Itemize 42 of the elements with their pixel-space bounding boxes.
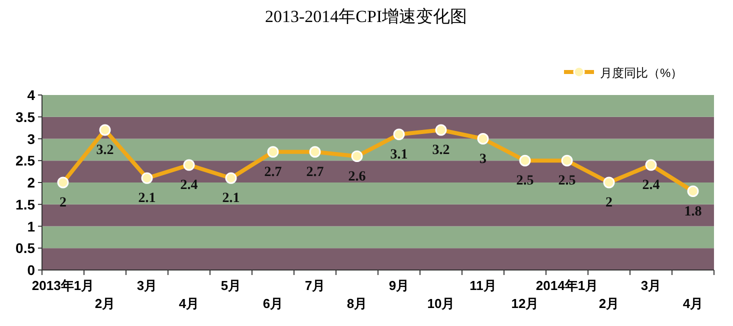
data-label: 2.1 [138, 191, 156, 206]
data-label: 2.6 [348, 169, 366, 184]
x-tick-label: 12月 [511, 296, 539, 311]
x-tick-label: 2014年1月 [536, 278, 598, 293]
x-tick-label: 4月 [682, 296, 704, 311]
y-tick-label: 2.5 [16, 152, 36, 169]
x-tick-label: 2013年1月 [32, 278, 94, 293]
data-label: 3 [480, 152, 486, 167]
data-label: 2.4 [642, 178, 660, 193]
x-tick-label: 3月 [136, 278, 158, 293]
x-tick-label: 5月 [220, 278, 242, 293]
chart-title: 2013-2014年CPI增速变化图 [264, 7, 468, 26]
y-tick-label: 1 [27, 218, 36, 234]
y-tick-label: 0.5 [16, 240, 36, 256]
data-label: 3.2 [96, 143, 114, 158]
data-label: 2 [60, 196, 66, 210]
data-label: 2.7 [264, 164, 282, 180]
y-tick-label: 1.5 [16, 196, 36, 212]
x-tick-label: 11月 [470, 278, 496, 293]
x-tick-label: 10月 [427, 296, 455, 311]
x-tick-label: 7月 [304, 278, 326, 293]
data-label: 2.1 [222, 191, 240, 206]
data-label: 3.2 [432, 143, 450, 158]
y-tick-label: 0 [27, 262, 36, 278]
x-tick-label: 8月 [346, 296, 368, 311]
x-tick-label: 2月 [598, 296, 620, 311]
x-tick-label: 4月 [178, 296, 200, 311]
y-tick-label: 2 [27, 174, 36, 190]
y-tick-label: 3 [27, 130, 36, 147]
x-tick-label: 3月 [640, 278, 662, 293]
y-tick-label: 4 [27, 87, 36, 103]
legend-label: 月度同比（%） [600, 66, 683, 80]
data-label: 2.4 [180, 178, 198, 193]
x-tick-label: 9月 [388, 278, 410, 293]
data-label: 2 [606, 196, 612, 210]
data-label: 1.8 [684, 204, 702, 220]
data-label: 3.1 [390, 147, 408, 162]
y-tick-label: 3.5 [16, 108, 36, 125]
data-label: 2.7 [306, 164, 324, 180]
x-tick-label: 6月 [262, 296, 284, 311]
x-tick-label: 2月 [94, 296, 116, 311]
legend: 月度同比（%） [564, 66, 683, 80]
